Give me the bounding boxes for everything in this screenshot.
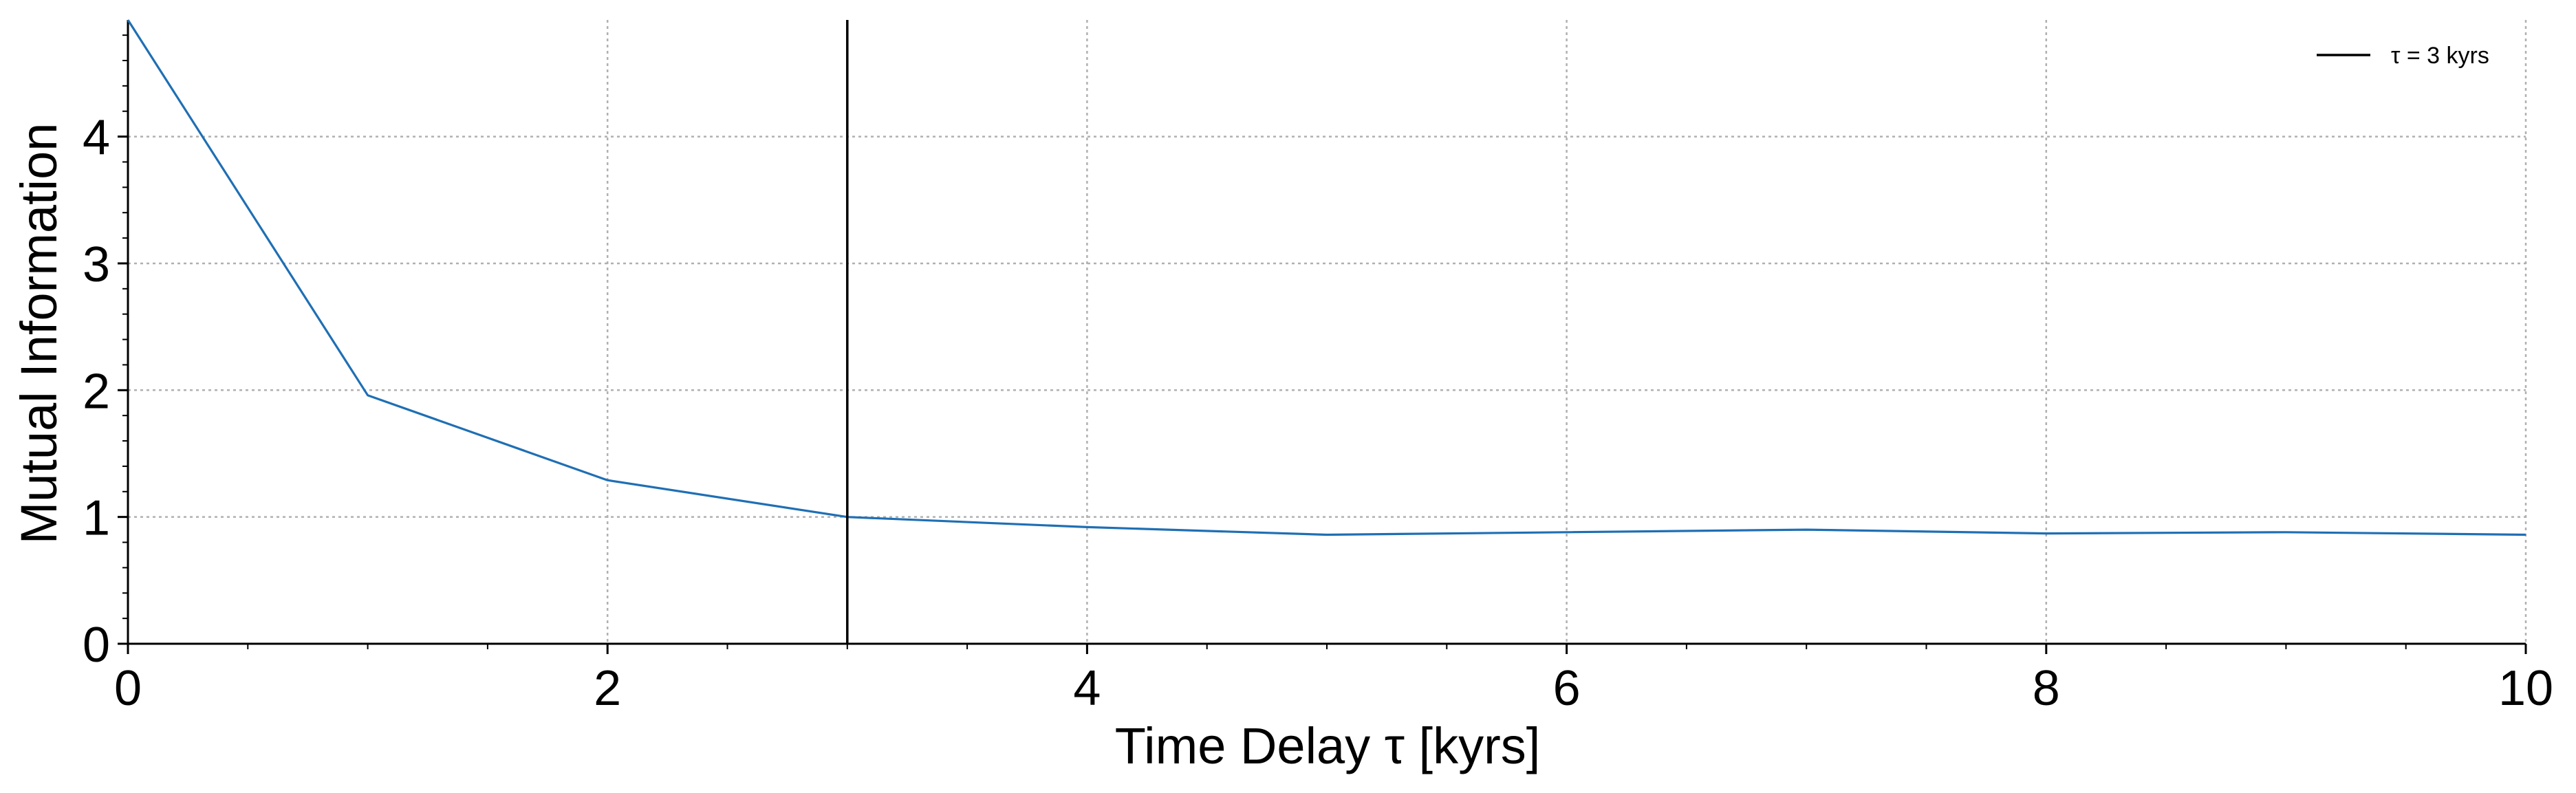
axes (118, 20, 2527, 654)
legend: τ = 3 kyrs (2317, 43, 2489, 69)
plot-area (127, 19, 2526, 644)
y-tick-label: 0 (83, 618, 110, 673)
x-tick-label: 2 (594, 661, 621, 716)
y-tick-label: 1 (83, 491, 110, 546)
x-tick-label: 4 (1073, 661, 1101, 716)
y-axis-label: Mutual Information (10, 123, 67, 545)
y-tick-label: 3 (83, 237, 110, 292)
x-axis-label: Time Delay τ [kyrs] (1115, 717, 1541, 774)
y-tick-label: 4 (83, 111, 110, 166)
tick-labels: 0 2 4 6 8 10 0 1 2 3 4 (83, 111, 2553, 716)
x-tick-label: 10 (2498, 661, 2553, 716)
legend-label: τ = 3 kyrs (2391, 43, 2489, 69)
x-tick-label: 6 (1553, 661, 1581, 716)
mutual-information-series-line (127, 19, 2526, 536)
y-tick-label: 2 (83, 364, 110, 419)
x-tick-label: 8 (2033, 661, 2060, 716)
x-tick-label: 0 (114, 661, 142, 716)
grid (128, 20, 2527, 644)
